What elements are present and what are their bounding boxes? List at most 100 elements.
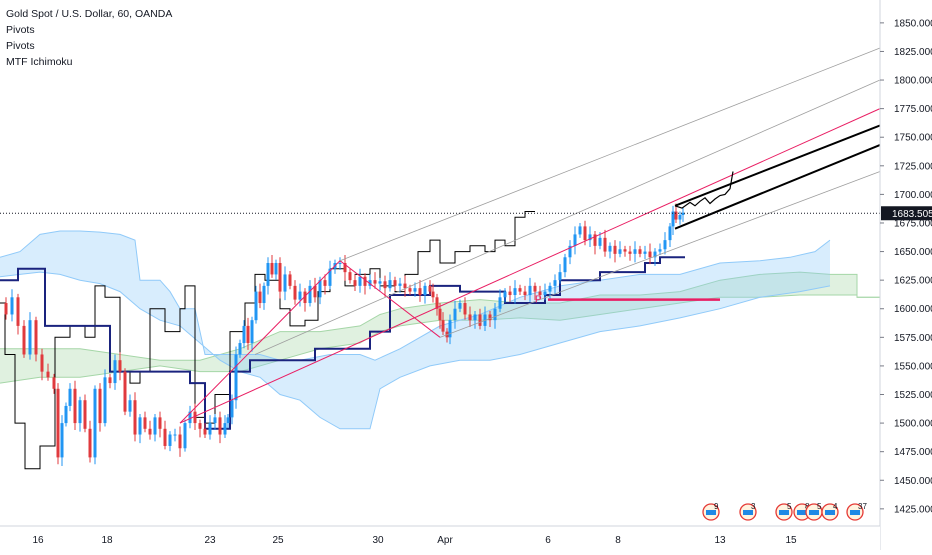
- channel-lower-line: [674, 142, 886, 230]
- time-tick-label: 15: [785, 535, 797, 546]
- candle-body: [118, 360, 122, 372]
- candle-body: [183, 423, 187, 449]
- time-tick-label: 23: [204, 535, 216, 546]
- candle-body: [678, 214, 682, 220]
- candle-body: [298, 291, 302, 300]
- candle-body: [653, 251, 657, 258]
- candle-body: [178, 434, 182, 449]
- candle-body: [218, 417, 222, 435]
- candle-body: [441, 320, 445, 332]
- candle-body: [608, 245, 612, 252]
- candle-body: [393, 280, 397, 286]
- event-badge-flag: [706, 510, 716, 515]
- candle-body: [226, 417, 230, 424]
- candle-body: [638, 249, 642, 254]
- overlay: P: [0, 212, 880, 306]
- candle-body: [22, 325, 26, 355]
- price-tick-label: 1500.000: [894, 419, 932, 430]
- candle-body: [303, 291, 307, 304]
- candle-body: [73, 388, 77, 424]
- time-tick-label: Apr: [437, 535, 453, 546]
- candle-body: [313, 285, 317, 298]
- candle-body: [208, 423, 212, 435]
- price-tick-label: 1575.000: [894, 333, 932, 344]
- candle-body: [468, 314, 472, 321]
- candle-body: [623, 249, 627, 252]
- candle-body: [633, 249, 637, 254]
- candle-body: [568, 245, 572, 258]
- price-tick-label: 1425.000: [894, 504, 932, 515]
- event-badge-count: 37: [858, 502, 867, 511]
- price-scale[interactable]: 1850.000 1825.000 1800.000 1775.000 1750.000…: [879, 0, 932, 550]
- time-tick-label: 6: [545, 535, 551, 546]
- event-badges[interactable]: 9 3 5 8 5 4 37: [702, 502, 867, 521]
- candle-body: [388, 280, 392, 289]
- candle-body: [158, 417, 162, 429]
- candle-body: [123, 371, 127, 412]
- candle-body: [358, 276, 362, 286]
- candle-body: [403, 283, 407, 289]
- symbol-title[interactable]: Gold Spot / U.S. Dollar, 60, OANDA: [6, 8, 173, 20]
- candle-body: [603, 237, 607, 252]
- event-badge-flag: [825, 510, 835, 515]
- candle-body: [478, 314, 482, 326]
- candle-body: [353, 280, 357, 286]
- candle-body: [153, 417, 157, 435]
- indicator-pivots-2[interactable]: Pivots: [6, 40, 35, 52]
- candle-body: [52, 377, 56, 389]
- candle-body: [578, 226, 582, 235]
- pitchfork-middle-line: [254, 79, 881, 355]
- event-badge-count: 9: [714, 502, 719, 511]
- candle-body: [288, 274, 292, 286]
- candle-body: [308, 285, 312, 304]
- chart-legend: Gold Spot / U.S. Dollar, 60, OANDA Pivot…: [6, 6, 172, 70]
- projection-path: [674, 171, 734, 209]
- candle-body: [663, 240, 667, 250]
- time-tick-label: 18: [101, 535, 113, 546]
- time-tick-label: 25: [272, 535, 284, 546]
- candle-body: [431, 291, 435, 298]
- pivot-p-label: P: [535, 295, 542, 306]
- candle-body: [266, 263, 270, 286]
- candle-body: [348, 272, 352, 281]
- candle-body: [234, 354, 238, 401]
- candle-body: [283, 274, 287, 292]
- candle-body: [548, 285, 552, 292]
- candle-body: [68, 388, 72, 406]
- candle-body: [473, 314, 477, 321]
- pitchfork-median-line: [179, 108, 881, 424]
- candle-body: [143, 417, 147, 429]
- candle-body: [563, 257, 567, 273]
- candle-body: [373, 280, 377, 284]
- candle-body: [398, 283, 402, 286]
- candle-body: [613, 245, 617, 254]
- candle-body: [413, 288, 417, 292]
- candle-body: [262, 285, 266, 304]
- price-tick-label: 1475.000: [894, 447, 932, 458]
- candle-body: [498, 297, 502, 309]
- price-tick-label: 1850.000: [894, 18, 932, 29]
- time-tick-label: 13: [714, 535, 726, 546]
- pitchfork-drawing[interactable]: [179, 47, 886, 424]
- candle-body: [448, 320, 452, 338]
- candle-body: [343, 263, 347, 273]
- candle-body: [588, 234, 592, 241]
- time-scale-bg: [0, 526, 880, 550]
- event-badge-flag: [743, 510, 753, 515]
- candle-body: [648, 251, 652, 258]
- price-tick-label: 1625.000: [894, 276, 932, 287]
- time-scale[interactable]: 16 18 23 25 30 Apr 6 8 13 15 20: [0, 525, 880, 550]
- candle-body: [628, 251, 632, 254]
- indicator-pivots-1[interactable]: Pivots: [6, 24, 35, 36]
- candle-body: [163, 428, 167, 446]
- indicator-ichimoku[interactable]: MTF Ichimoku: [6, 56, 73, 68]
- candle-body: [338, 263, 342, 264]
- candle-body: [681, 212, 685, 215]
- candle-body: [488, 314, 492, 321]
- candle-body: [173, 434, 177, 436]
- candle-body: [528, 285, 532, 296]
- candle-body: [368, 280, 372, 286]
- candle-body: [558, 272, 562, 281]
